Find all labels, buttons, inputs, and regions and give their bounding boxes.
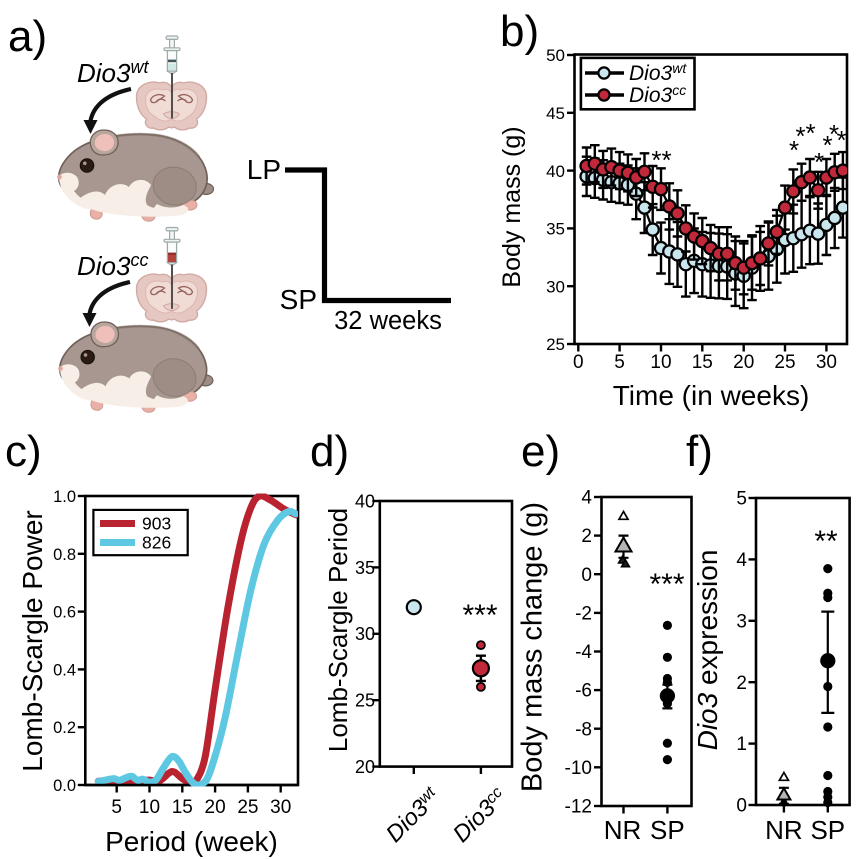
svg-text:10: 10 — [139, 797, 160, 818]
svg-text:5: 5 — [111, 797, 122, 818]
svg-text:*: * — [836, 125, 846, 155]
svg-text:30: 30 — [816, 352, 837, 373]
svg-text:25: 25 — [237, 797, 258, 818]
svg-text:**: ** — [651, 145, 671, 175]
svg-text:3: 3 — [736, 611, 747, 632]
svg-text:1.0: 1.0 — [53, 488, 76, 506]
svg-text:32 weeks: 32 weeks — [334, 307, 442, 335]
svg-text:Period (week): Period (week) — [105, 826, 278, 857]
svg-text:4: 4 — [736, 550, 747, 571]
svg-text:1: 1 — [736, 734, 747, 755]
svg-text:0: 0 — [573, 352, 584, 373]
svg-text:-2: -2 — [575, 604, 592, 625]
svg-text:0: 0 — [736, 796, 747, 817]
svg-text:15: 15 — [692, 352, 713, 373]
svg-text:f): f) — [686, 427, 713, 476]
svg-text:Body mass change (g): Body mass change (g) — [517, 502, 549, 792]
svg-text:SP: SP — [280, 284, 317, 315]
svg-text:5: 5 — [614, 352, 625, 373]
svg-text:***: *** — [649, 568, 684, 601]
svg-text:Dio3 expression: Dio3 expression — [692, 550, 723, 751]
svg-text:*: * — [814, 147, 824, 177]
svg-text:-4: -4 — [575, 642, 592, 663]
svg-text:-6: -6 — [575, 681, 592, 702]
svg-text:NR: NR — [765, 815, 803, 845]
svg-text:20: 20 — [733, 352, 754, 373]
svg-text:5: 5 — [736, 489, 747, 510]
svg-text:Lomb-Scargle Power: Lomb-Scargle Power — [17, 510, 48, 771]
svg-text:LP: LP — [247, 154, 281, 185]
svg-text:0.4: 0.4 — [53, 661, 76, 679]
svg-text:NR: NR — [604, 815, 642, 845]
svg-text:a): a) — [8, 12, 47, 61]
svg-text:Dio3wt: Dio3wt — [77, 57, 149, 88]
svg-text:SP: SP — [810, 815, 845, 845]
svg-text:***: *** — [462, 599, 497, 632]
svg-text:d): d) — [310, 427, 349, 476]
svg-text:40: 40 — [546, 162, 565, 181]
svg-text:0.8: 0.8 — [53, 546, 76, 564]
svg-text:*: * — [795, 121, 805, 151]
svg-text:SP: SP — [650, 815, 685, 845]
svg-text:4: 4 — [581, 488, 592, 509]
svg-text:Dio3cc: Dio3cc — [77, 250, 148, 281]
svg-text:25: 25 — [355, 691, 375, 711]
svg-text:c): c) — [5, 427, 42, 476]
svg-text:40: 40 — [355, 491, 375, 511]
svg-text:e): e) — [521, 427, 560, 476]
svg-text:35: 35 — [355, 558, 375, 578]
svg-text:**: ** — [814, 525, 838, 558]
svg-text:2: 2 — [581, 526, 592, 547]
svg-text:*: * — [805, 118, 815, 148]
svg-text:-12: -12 — [565, 797, 592, 818]
svg-text:20: 20 — [355, 757, 375, 777]
svg-text:2: 2 — [736, 673, 747, 694]
svg-text:10: 10 — [650, 352, 671, 373]
svg-text:15: 15 — [172, 797, 193, 818]
svg-text:-8: -8 — [575, 719, 592, 740]
svg-text:45: 45 — [546, 104, 565, 123]
svg-text:50: 50 — [546, 46, 565, 65]
svg-text:*: * — [822, 130, 832, 160]
svg-text:30: 30 — [355, 624, 375, 644]
svg-text:826: 826 — [142, 533, 171, 553]
svg-text:0.6: 0.6 — [53, 604, 76, 622]
svg-text:25: 25 — [774, 352, 795, 373]
svg-text:30: 30 — [546, 277, 565, 296]
svg-text:35: 35 — [546, 220, 565, 239]
svg-text:-10: -10 — [565, 758, 592, 779]
svg-text:0.2: 0.2 — [53, 719, 76, 737]
svg-text:*: * — [789, 135, 799, 165]
svg-text:Body mass (g): Body mass (g) — [498, 126, 526, 287]
svg-text:*: * — [829, 119, 839, 149]
svg-text:30: 30 — [270, 797, 291, 818]
svg-text:Dio3wt: Dio3wt — [629, 60, 687, 85]
svg-text:20: 20 — [205, 797, 226, 818]
svg-text:Time (in weeks): Time (in weeks) — [613, 380, 810, 411]
svg-text:25: 25 — [546, 335, 565, 354]
svg-text:0: 0 — [581, 565, 592, 586]
svg-text:903: 903 — [142, 514, 171, 534]
svg-text:Lomb-Scargle Period: Lomb-Scargle Period — [323, 508, 353, 752]
svg-text:b): b) — [500, 7, 539, 56]
svg-text:0.0: 0.0 — [53, 777, 76, 795]
